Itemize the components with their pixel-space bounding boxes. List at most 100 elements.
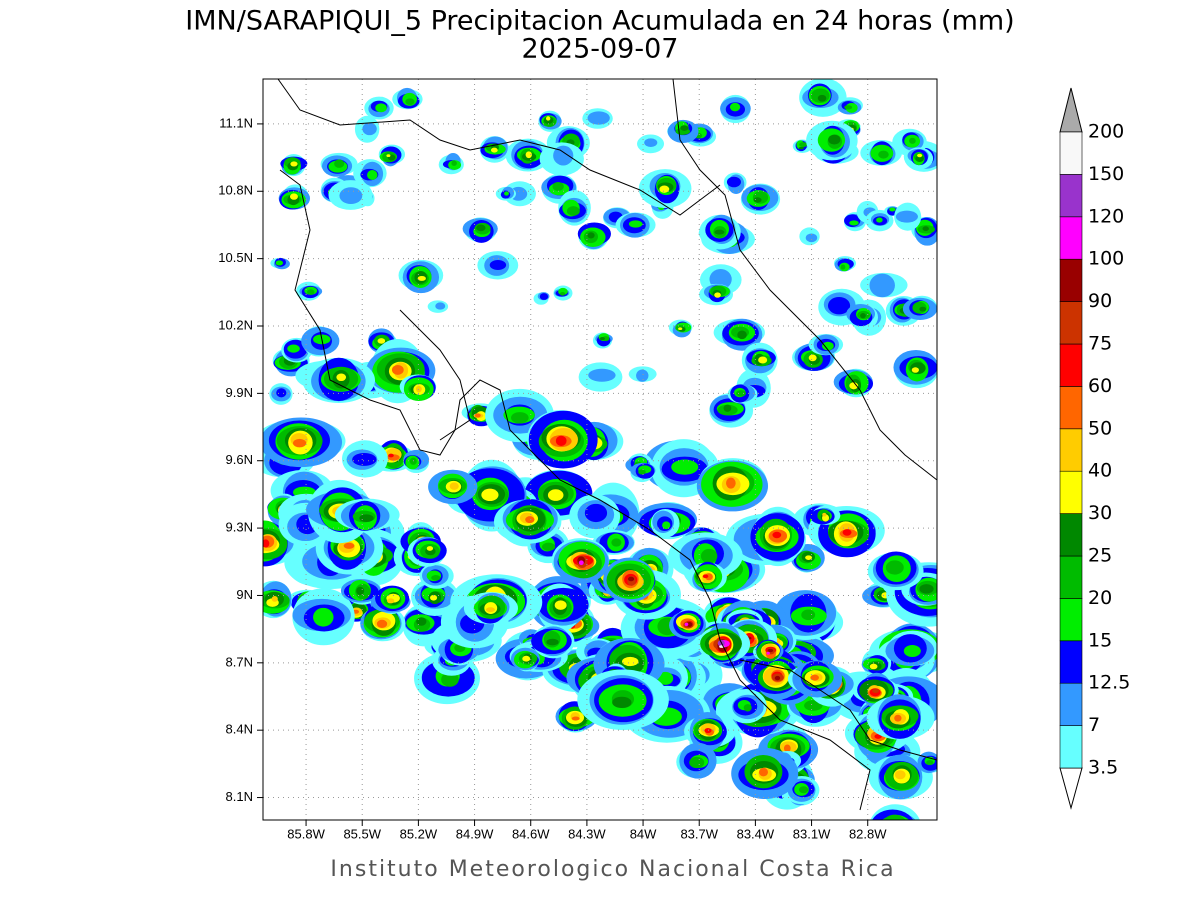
precip-cell [263,539,270,548]
y-tick-label: 9.6N [226,452,253,467]
colorbar-label: 120 [1088,205,1124,227]
colorbar-label: 15 [1088,629,1112,651]
precip-cell [525,151,532,159]
y-tick-label: 10.8N [218,183,253,198]
x-tick-label: 83.4W [737,826,775,841]
precip-cell [810,674,819,681]
precip-cell [435,302,446,310]
precip-cell [702,574,709,579]
precip-cell [911,367,919,373]
precip-cell [767,648,774,653]
precip-cell [293,438,307,448]
colorbar-segment [1059,301,1083,345]
precip-cell [430,594,438,601]
colorbar-segment [1059,598,1083,642]
precip-cell [671,459,699,475]
colorbar-label: 75 [1088,333,1112,355]
precip-cell [336,373,347,382]
precip-cell [885,821,905,833]
precip-cell [922,226,929,232]
precip-cell [723,404,732,412]
y-tick-label: 8.4N [226,722,253,737]
colorbar-segment [1059,343,1083,387]
precip-cell [559,292,566,296]
precip-cell [799,142,808,148]
precip-cell [917,153,923,158]
precip-cell [546,638,559,646]
x-tick-label: 85.5W [343,826,381,841]
precip-cell [774,675,781,681]
colorbar-segment [1059,513,1083,557]
precip-cell [736,390,746,397]
colorbar-label: 60 [1088,375,1112,397]
precip-cell [417,275,426,281]
precip-cell [490,147,498,153]
x-tick-label: 84.3W [568,826,606,841]
precip-cell [552,182,564,191]
precip-cell [644,138,658,147]
precip-cell [842,529,852,536]
precip-cell [628,220,643,228]
precip-cell [827,297,851,315]
precip-cell [522,655,531,662]
precip-cell [359,514,374,523]
precip-cell [714,229,725,235]
precip-cell [869,663,878,670]
precip-cell [729,102,741,112]
x-tick-label: 84.9W [456,826,494,841]
grid [263,79,937,820]
precip-cell [849,382,859,390]
precip-cell [915,155,924,162]
precip-cell [678,327,683,331]
precip-cell [876,217,883,223]
y-tick-label: 11.1N [219,115,253,130]
precip-cell [290,161,298,167]
precip-cell [919,584,934,594]
precip-cell [874,734,882,739]
border-nicaragua [277,79,721,216]
precip-cell [627,576,635,582]
precip-cell [578,560,584,566]
axes: 85.8W 85.5W 85.2W 84.9W 84.6W 84.3W 84W 83.7W 83… [218,115,887,841]
precip-cell [883,814,906,820]
precip-cell [276,388,287,398]
precip-cell [476,224,486,232]
precip-cell [894,714,902,722]
colorbar-segment [1059,640,1083,684]
precip-cell [753,197,762,203]
precip-cell [409,457,417,465]
precip-cell [307,289,315,295]
precip-cell [743,704,752,712]
precip-cell [554,600,567,610]
precip-cell [525,516,535,524]
precip-cell [737,330,747,340]
precip-cell [840,264,846,270]
precip-cell [271,596,278,602]
precip-field [263,79,937,833]
precip-cell [860,313,866,319]
y-tick-label: 8.7N [226,654,253,669]
precip-cell [287,344,300,353]
footer: Instituto Meteorologico Nacional Costa R… [330,857,895,882]
x-tick-label: 82.8W [849,826,887,841]
x-tick-label: 83.7W [680,826,718,841]
precip-cell [686,622,693,627]
precip-cell [680,125,689,131]
precip-cell [783,744,791,753]
precip-cell [657,671,674,685]
precip-cell [313,607,334,627]
precip-cell [689,756,705,769]
precip-cell [659,185,670,193]
coastlines [277,79,937,811]
precip-cell [388,453,394,458]
x-tick-label: 83.1W [793,826,831,841]
precip-cell [638,469,646,475]
precip-cell [449,482,459,490]
precip-cell [726,176,741,188]
precip-cell [798,146,804,150]
precip-cell [587,111,610,125]
colorbar-label: 20 [1088,587,1112,609]
precip-cell [804,700,823,711]
precip-cell [828,134,841,145]
precip-cell [588,368,616,382]
